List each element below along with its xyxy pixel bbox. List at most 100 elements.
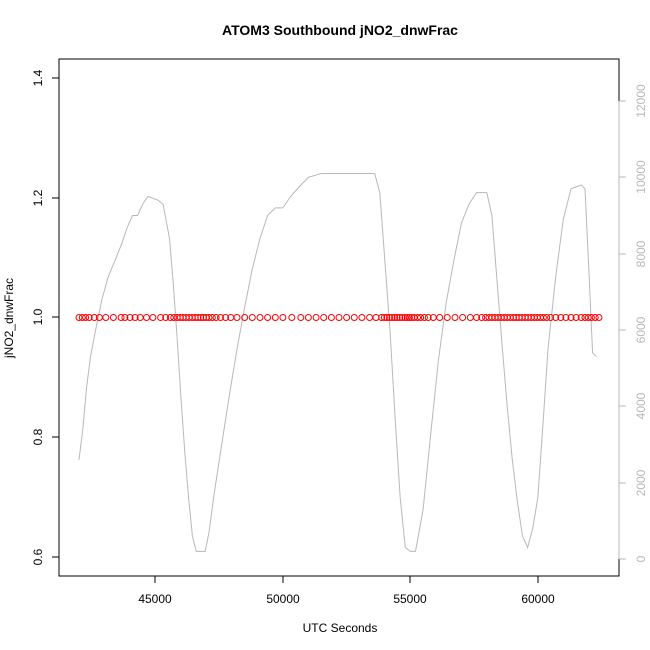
data-point (131, 314, 139, 321)
data-point (85, 314, 93, 321)
data-point (157, 314, 165, 321)
data-point (256, 314, 264, 321)
x-tick-label-1: 50000 (266, 592, 300, 606)
data-point (217, 314, 224, 321)
y2-tick-label-2: 4000 (634, 392, 648, 419)
data-point (90, 314, 98, 321)
data-point (417, 314, 425, 321)
data-point (396, 314, 404, 321)
data-point (117, 314, 125, 321)
y-ticks: 0.6 0.8 1.0 1.2 1.4 (31, 69, 59, 565)
data-point (208, 314, 216, 321)
data-point (436, 314, 444, 321)
x-tick-label-0: 45000 (138, 592, 172, 606)
data-point (358, 314, 366, 321)
data-point (212, 314, 220, 321)
data-point (126, 314, 134, 321)
data-point (473, 314, 481, 321)
data-point (335, 314, 343, 321)
data-point (312, 314, 320, 321)
series-line-altitude (78, 173, 597, 552)
y2-tick-label-5: 10000 (634, 160, 648, 194)
y-tick-label-1: 0.8 (31, 428, 45, 445)
y-tick-label-0: 0.6 (31, 548, 45, 565)
y2-ticks: 0 2000 4000 6000 8000 10000 12000 (619, 84, 648, 562)
y2-tick-label-0: 0 (634, 555, 648, 562)
data-point (557, 314, 565, 321)
data-point (595, 314, 603, 321)
data-point (166, 314, 174, 321)
y2-tick-label-1: 2000 (634, 469, 648, 496)
data-point (478, 314, 486, 321)
data-point (391, 314, 399, 321)
data-point (320, 314, 328, 321)
data-point (241, 314, 249, 321)
plot-area (75, 173, 603, 552)
data-point (380, 314, 388, 321)
scatter-series (75, 314, 603, 321)
data-point (577, 314, 585, 321)
data-point (414, 314, 421, 321)
data-point (459, 314, 467, 321)
data-point (567, 314, 575, 321)
data-point (420, 314, 428, 321)
y-tick-label-4: 1.4 (31, 69, 45, 86)
x-tick-label-2: 55000 (393, 592, 427, 606)
x-ticks: 45000 50000 55000 60000 (138, 576, 555, 606)
data-point (405, 314, 413, 321)
data-point (197, 314, 205, 321)
data-point (552, 314, 560, 321)
data-point (587, 314, 595, 321)
data-point (205, 314, 213, 321)
data-point (121, 314, 129, 321)
data-point (547, 314, 555, 321)
data-point (297, 314, 305, 321)
data-point (403, 314, 411, 321)
y2-tick-label-4: 8000 (634, 240, 648, 267)
data-point (543, 314, 551, 321)
data-point (350, 314, 358, 321)
data-point (343, 314, 351, 321)
data-point (591, 314, 599, 321)
data-point (443, 314, 451, 321)
data-point (109, 314, 117, 321)
data-point (386, 314, 393, 321)
data-point (78, 314, 86, 321)
data-point (264, 314, 272, 321)
data-point (75, 314, 83, 321)
data-point (572, 314, 580, 321)
y-tick-label-3: 1.2 (31, 189, 45, 206)
data-point (162, 314, 170, 321)
data-point (378, 314, 386, 321)
data-point (327, 314, 335, 321)
data-point (288, 314, 296, 321)
data-point (149, 314, 157, 321)
x-axis-label: UTC Seconds (303, 621, 378, 635)
data-point (451, 314, 459, 321)
data-point (304, 314, 312, 321)
data-point (194, 314, 202, 321)
data-point (401, 314, 409, 321)
x-tick-label-3: 60000 (521, 592, 555, 606)
y2-tick-label-3: 6000 (634, 316, 648, 343)
data-point (398, 314, 406, 321)
data-point (271, 314, 279, 321)
data-point (539, 314, 547, 321)
chart-title: ATOM3 Southbound jNO2_dnwFrac (222, 22, 458, 38)
y2-tick-label-6: 12000 (634, 84, 648, 118)
y-axis-label: jNO2_dnwFrac (2, 278, 16, 359)
y-tick-label-2: 1.0 (31, 308, 45, 325)
data-point (424, 314, 432, 321)
data-point (388, 314, 396, 321)
data-point (233, 314, 241, 321)
data-point (584, 314, 592, 321)
data-point (393, 314, 401, 321)
data-point (562, 314, 570, 321)
data-point (279, 314, 287, 321)
data-point (383, 314, 391, 321)
data-point (248, 314, 256, 321)
data-point (222, 314, 230, 321)
data-point (102, 314, 110, 321)
